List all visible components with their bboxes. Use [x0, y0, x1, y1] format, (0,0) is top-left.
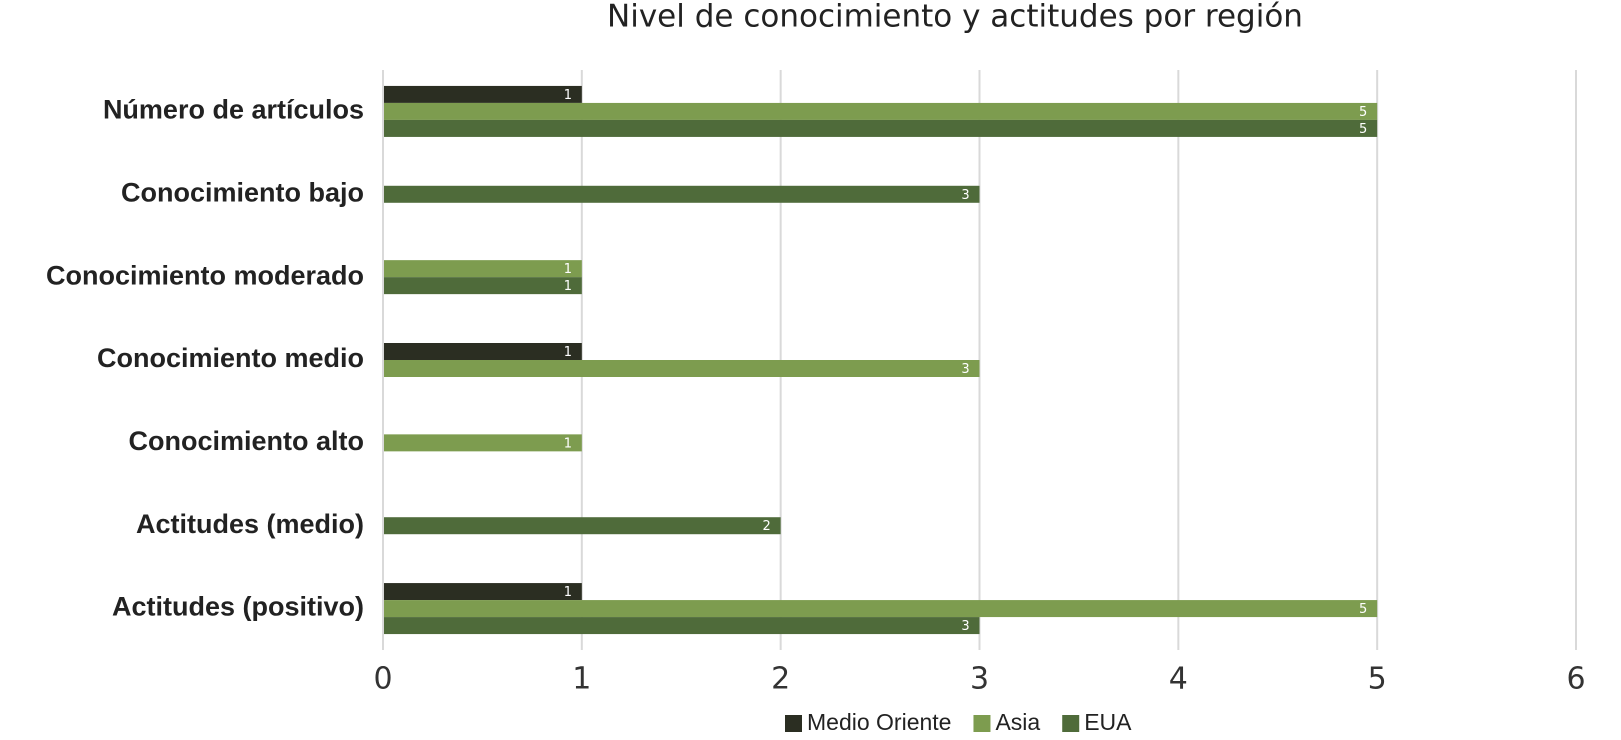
- bar: [383, 277, 582, 295]
- legend-label: Asia: [995, 709, 1040, 735]
- x-tick-label: 0: [373, 662, 392, 697]
- value-label: 5: [1359, 602, 1367, 617]
- value-label: 1: [564, 345, 572, 360]
- bar: [383, 600, 1378, 618]
- y-tick-label: Actitudes (positivo): [112, 592, 364, 622]
- y-tick-label: Actitudes (medio): [136, 509, 364, 539]
- value-label: 3: [961, 362, 969, 377]
- bar: [383, 517, 781, 535]
- value-label: 1: [564, 262, 572, 277]
- legend-label: EUA: [1084, 709, 1132, 735]
- legend-swatch: [785, 715, 802, 732]
- x-tick-label: 6: [1566, 662, 1585, 697]
- y-tick-label: Conocimiento moderado: [46, 260, 364, 290]
- bar: [383, 102, 1378, 120]
- bar: [383, 343, 582, 360]
- y-tick-label: Conocimiento alto: [129, 426, 365, 456]
- x-tick-label: 1: [572, 662, 591, 697]
- legend-swatch: [1062, 715, 1080, 732]
- x-tick-label: 2: [771, 662, 790, 697]
- bar: [383, 617, 980, 635]
- y-tick-label: Número de artículos: [103, 95, 364, 125]
- bar: [383, 434, 582, 452]
- bar: [383, 360, 980, 377]
- x-tick-label: 5: [1368, 662, 1387, 697]
- bar: [383, 185, 980, 203]
- value-label: 5: [1359, 105, 1367, 120]
- legend-label: Medio Oriente: [807, 709, 951, 735]
- bar: [383, 119, 1378, 137]
- value-label: 3: [961, 619, 969, 634]
- legend-swatch: [973, 715, 991, 732]
- bar: [383, 583, 582, 601]
- x-tick-label: 3: [970, 662, 989, 697]
- bar: [383, 260, 582, 278]
- value-label: 2: [763, 519, 771, 534]
- y-tick-label: Conocimiento bajo: [121, 177, 364, 207]
- value-label: 1: [564, 88, 572, 103]
- value-label: 1: [564, 279, 572, 294]
- value-label: 5: [1359, 122, 1367, 137]
- value-label: 1: [564, 436, 572, 451]
- chart-title: Nivel de conocimiento y actitudes por re…: [607, 0, 1303, 35]
- bar: [383, 85, 582, 103]
- value-label: 3: [961, 188, 969, 203]
- value-label: 1: [564, 585, 572, 600]
- y-tick-label: Conocimiento medio: [97, 343, 364, 373]
- x-tick-label: 4: [1169, 662, 1188, 697]
